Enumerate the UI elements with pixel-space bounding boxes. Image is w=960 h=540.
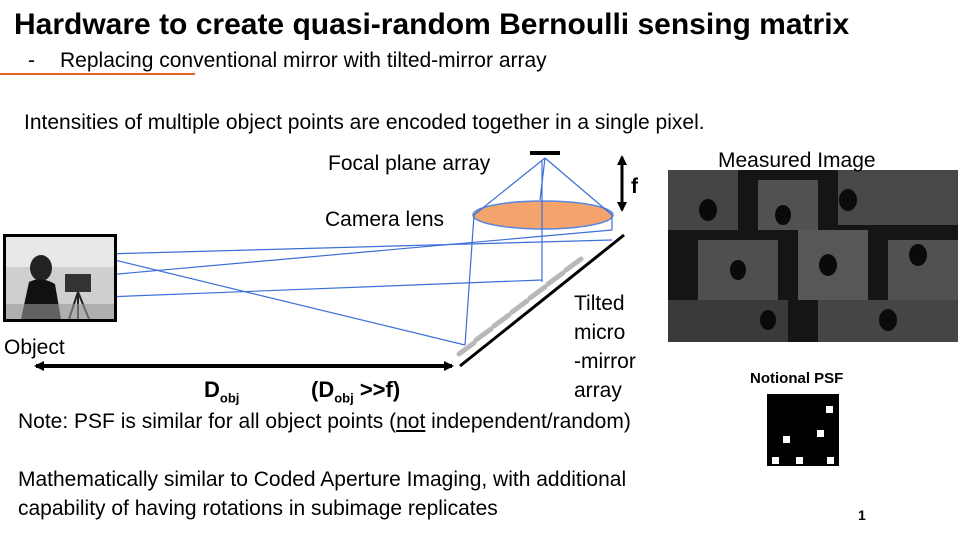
tilted-mirror-line — [459, 233, 625, 368]
bullet-text: Replacing conventional mirror with tilte… — [60, 49, 547, 72]
psf-label: Notional PSF — [750, 370, 844, 387]
slide-title: Hardware to create quasi-random Bernoull… — [14, 8, 850, 41]
psf-image — [767, 394, 839, 466]
micro-mirror-segments — [456, 256, 584, 357]
d-obj-main: D — [204, 377, 220, 402]
note-before: Note: PSF is similar for all object poin… — [18, 410, 397, 433]
tilted-mirror-label: Tilted micro -mirror array — [574, 289, 636, 405]
math-line-2: capability of having rotations in subima… — [18, 497, 498, 520]
accent-underline — [0, 73, 195, 75]
math-line-1: Mathematically similar to Coded Aperture… — [18, 468, 627, 491]
camera-lens — [472, 200, 614, 230]
measured-image-label: Measured Image — [718, 149, 876, 172]
camera-lens-label: Camera lens — [325, 208, 445, 231]
condition-label: (Dobj >>f) — [311, 377, 400, 405]
d-obj-label: Dobj — [204, 377, 239, 405]
cond-open: (D — [311, 377, 335, 402]
cond-close: >>f) — [353, 377, 401, 402]
page-number: 1 — [858, 507, 866, 523]
tilted-label-line: array — [574, 379, 622, 402]
d-obj-sub: obj — [219, 390, 240, 406]
cond-sub: obj — [334, 390, 354, 406]
tilted-label-line: Tilted — [574, 292, 625, 315]
tilted-label-line: -mirror — [574, 350, 636, 373]
f-label: f — [631, 175, 638, 198]
object-image — [3, 234, 117, 322]
object-label: Object — [4, 336, 65, 359]
bullet-dash: - — [28, 49, 35, 72]
note-underlined: not — [396, 410, 426, 433]
focal-plane-label: Focal plane array — [328, 152, 491, 175]
note-text: Note: PSF is similar for all object poin… — [18, 410, 631, 434]
bullet-item: - Replacing conventional mirror with tilt… — [28, 49, 547, 73]
measured-image — [668, 170, 958, 342]
note-after: independent/random) — [425, 410, 631, 433]
tilted-label-line: micro — [574, 321, 626, 344]
intro-text: Intensities of multiple object points ar… — [24, 111, 705, 134]
